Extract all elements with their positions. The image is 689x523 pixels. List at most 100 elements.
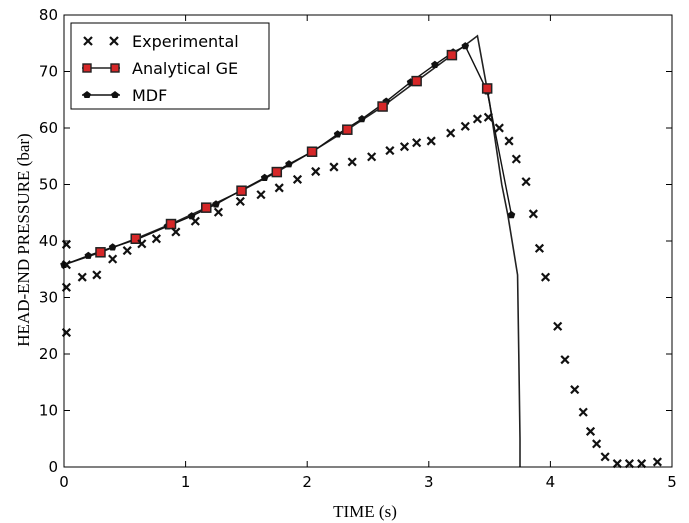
experimental-point — [122, 246, 132, 256]
legend-entry-analytical-ge: Analytical GE — [82, 59, 238, 78]
y-tick-label: 80 — [39, 6, 58, 24]
experimental-point-stroke — [311, 166, 321, 177]
experimental-point-stroke — [256, 190, 266, 200]
experimental-point — [570, 385, 580, 395]
experimental-point-stroke — [652, 457, 662, 467]
experimental-point — [578, 407, 588, 417]
experimental-point — [553, 321, 563, 331]
mdf-point — [358, 114, 366, 123]
mdf-point — [187, 212, 196, 220]
legend-entry-experimental: Experimental — [83, 32, 239, 51]
experimental-point-stroke — [329, 162, 339, 172]
experimental-point — [560, 355, 570, 365]
experimental-point — [460, 121, 470, 131]
experimental-point-stroke — [483, 112, 493, 122]
experimental-point — [446, 128, 456, 138]
y-axis-label: HEAD-END PRESSURE (bar) — [14, 133, 33, 346]
experimental-point-stroke — [460, 121, 470, 131]
experimental-point — [235, 196, 245, 207]
experimental-point-stroke — [347, 157, 357, 167]
experimental-point — [367, 152, 377, 162]
mdf-point — [212, 200, 220, 208]
legend-marker-mdf — [83, 91, 91, 98]
experimental-point — [600, 452, 610, 462]
experimental-point-stroke — [446, 128, 456, 138]
experimental-point — [399, 142, 410, 152]
experimental-point-stroke — [137, 239, 147, 249]
legend-marker-experimental — [83, 36, 119, 46]
experimental-point — [274, 183, 284, 193]
experimental-point-stroke — [235, 196, 245, 207]
legend-marker-analytical-ge — [82, 63, 92, 73]
x-tick-label: 4 — [546, 473, 556, 491]
x-axis-label: TIME (s) — [333, 502, 397, 521]
analytical-ge-point — [271, 166, 283, 178]
y-tick-label: 30 — [39, 289, 58, 307]
analytical-ge-point — [377, 101, 388, 112]
experimental-point-stroke — [122, 246, 132, 256]
y-tick-label: 0 — [48, 458, 58, 476]
x-tick-label: 2 — [302, 473, 312, 491]
y-axis-ticks: 0 10 20 30 40 50 60 70 80 — [39, 6, 672, 476]
experimental-point — [528, 209, 538, 219]
analytical-ge-point — [446, 49, 458, 61]
experimental-point — [190, 216, 200, 226]
y-tick-label: 60 — [39, 119, 58, 137]
experimental-point — [483, 112, 493, 122]
analytical-ge-point — [342, 124, 353, 135]
experimental-point-stroke — [108, 254, 118, 264]
experimental-point-stroke — [592, 439, 602, 449]
analytical-ge-point — [306, 146, 318, 157]
experimental-point-stroke — [540, 272, 551, 282]
experimental-point-stroke — [504, 136, 514, 146]
experimental-point — [412, 138, 422, 148]
experimental-point — [504, 136, 514, 146]
experimental-point-stroke — [494, 123, 504, 133]
experimental-point — [171, 227, 181, 237]
experimental-point — [151, 234, 161, 244]
experimental-point-stroke — [171, 227, 181, 237]
y-tick-label: 10 — [39, 402, 58, 420]
experimental-point-stroke — [292, 174, 303, 184]
x-tick-label: 0 — [59, 473, 69, 491]
experimental-point-stroke — [426, 136, 436, 146]
legend-entry-mdf: MDF — [82, 86, 167, 105]
experimental-point — [256, 190, 266, 200]
mdf-point — [333, 130, 342, 138]
mdf-point — [84, 251, 93, 259]
y-tick-label: 50 — [39, 176, 58, 194]
experimental-point — [77, 272, 87, 282]
analytical-ge-point — [411, 75, 422, 87]
experimental-point — [592, 439, 602, 449]
experimental-point-stroke — [521, 177, 531, 187]
plot-area — [60, 34, 662, 469]
legend-label-experimental: Experimental — [132, 32, 239, 51]
x-tick-label: 3 — [424, 473, 434, 491]
experimental-point — [292, 174, 303, 184]
experimental-point-stroke — [585, 426, 596, 436]
legend-marker-analytical-ge-2 — [110, 63, 120, 73]
experimental-point — [92, 270, 102, 280]
analytical-ge-point — [236, 185, 247, 196]
experimental-point — [311, 166, 321, 177]
experimental-point-stroke — [637, 459, 647, 469]
experimental-point-stroke — [560, 355, 570, 365]
mdf-point — [285, 160, 293, 168]
y-tick-label: 40 — [39, 232, 58, 250]
legend-marker-mdf-2 — [111, 91, 119, 98]
experimental-point-stroke — [92, 270, 102, 280]
mdf-point — [431, 60, 439, 68]
experimental-point-stroke — [534, 243, 545, 253]
experimental-point-stroke — [472, 114, 483, 124]
experimental-point-stroke — [600, 452, 610, 462]
experimental-point — [426, 136, 436, 146]
experimental-point-stroke — [553, 321, 563, 331]
analytical-ge-point — [95, 247, 106, 258]
experimental-point-stroke — [274, 183, 284, 193]
analytical-ge-point — [481, 83, 493, 94]
experimental-point — [108, 254, 118, 264]
experimental-point — [137, 239, 147, 249]
experimental-point — [385, 146, 395, 156]
experimental-point — [521, 177, 531, 187]
